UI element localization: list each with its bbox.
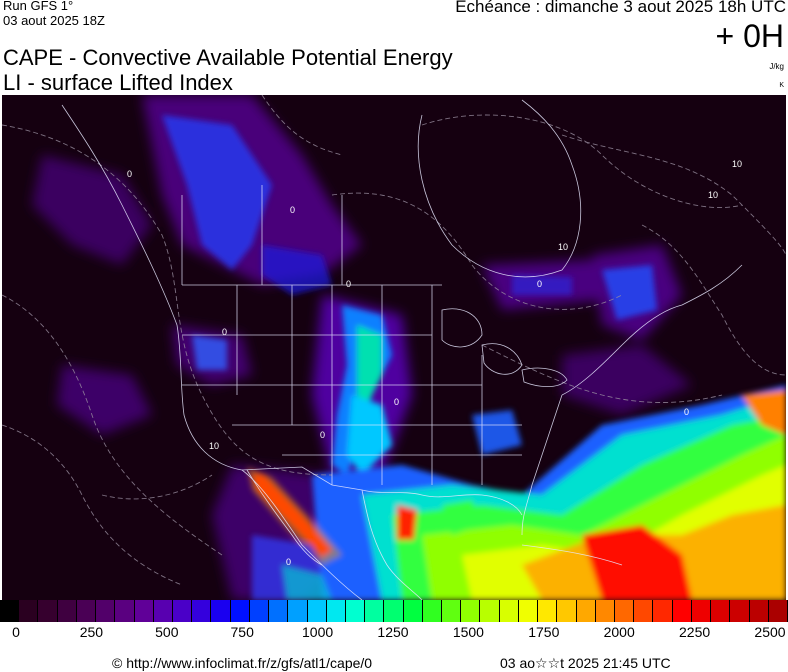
unit-li: K xyxy=(779,82,784,89)
color-scale-swatch xyxy=(577,600,596,622)
color-scale-tick-label: 500 xyxy=(155,624,178,640)
color-scale-tick-label: 250 xyxy=(80,624,103,640)
forecast-offset: + 0H xyxy=(716,18,784,55)
color-scale-bar xyxy=(0,600,788,622)
color-scale-swatch xyxy=(557,600,576,622)
color-scale-tick-label: 1250 xyxy=(377,624,408,640)
contour-label: 0 xyxy=(290,205,295,215)
color-scale-swatch xyxy=(269,600,288,622)
unit-cape: J/kg xyxy=(769,62,784,71)
color-scale-tick-label: 0 xyxy=(12,624,20,640)
contour-label: 10 xyxy=(209,441,219,451)
color-scale-swatch xyxy=(0,600,19,622)
color-scale-swatch xyxy=(615,600,634,622)
color-scale-swatch xyxy=(96,600,115,622)
color-scale-swatch xyxy=(404,600,423,622)
contour-label: 10 xyxy=(708,190,718,200)
color-scale-swatch xyxy=(461,600,480,622)
color-scale-swatch xyxy=(500,600,519,622)
generated-timestamp: 03 ao☆☆t 2025 21:45 UTC xyxy=(500,655,671,672)
color-scale-swatch xyxy=(211,600,230,622)
color-scale-swatch xyxy=(750,600,769,622)
contour-label: 0 xyxy=(537,279,542,289)
cape-field xyxy=(32,95,786,600)
map-title-cape: CAPE - Convective Available Potential En… xyxy=(3,45,453,71)
color-scale-swatch xyxy=(173,600,192,622)
contour-label: 0 xyxy=(286,557,291,567)
color-scale-swatch xyxy=(115,600,134,622)
color-scale-swatch xyxy=(634,600,653,622)
color-scale-swatch xyxy=(38,600,57,622)
color-scale-tick-label: 1750 xyxy=(528,624,559,640)
color-scale-swatch xyxy=(58,600,77,622)
contour-label: 0 xyxy=(127,169,132,179)
color-scale-tick-label: 2000 xyxy=(604,624,635,640)
forecast-valid-time: Echéance : dimanche 3 aout 2025 18h UTC xyxy=(455,0,786,17)
color-scale-swatch xyxy=(442,600,461,622)
color-scale-swatch xyxy=(192,600,211,622)
color-scale-swatch xyxy=(769,600,788,622)
color-scale-swatch xyxy=(346,600,365,622)
contour-label: 0 xyxy=(346,279,351,289)
cape-map: 0 0 0 0 0 0 0 0 0 10 10 10 10 xyxy=(2,95,786,600)
color-scale-swatch xyxy=(653,600,672,622)
color-scale-swatch xyxy=(692,600,711,622)
color-scale-swatch xyxy=(384,600,403,622)
run-date: 03 aout 2025 18Z xyxy=(3,13,105,28)
color-scale-swatch xyxy=(19,600,38,622)
color-scale-swatch xyxy=(288,600,307,622)
color-scale-tick-label: 2500 xyxy=(754,624,785,640)
map-title-li: LI - surface Lifted Index xyxy=(3,70,233,96)
color-scale-swatch xyxy=(308,600,327,622)
color-scale-swatch xyxy=(423,600,442,622)
color-scale-swatch xyxy=(231,600,250,622)
color-scale-tick-label: 2250 xyxy=(679,624,710,640)
contour-label: 0 xyxy=(320,430,325,440)
contour-label: 0 xyxy=(394,397,399,407)
color-scale-swatch xyxy=(250,600,269,622)
color-scale-swatch xyxy=(480,600,499,622)
contour-label: 0 xyxy=(684,407,689,417)
color-scale-swatch xyxy=(77,600,96,622)
source-url: © http://www.infoclimat.fr/z/gfs/atl1/ca… xyxy=(112,655,372,671)
color-scale-ticks: 0 250 500 750 1000 1250 1500 1750 2000 2250 2500 xyxy=(0,624,788,644)
color-scale-swatch xyxy=(730,600,749,622)
contour-label: 0 xyxy=(222,327,227,337)
color-scale-swatch xyxy=(135,600,154,622)
contour-label: 10 xyxy=(558,242,568,252)
color-scale-swatch xyxy=(711,600,730,622)
cape-map-graphic: 0 0 0 0 0 0 0 0 0 10 10 10 10 xyxy=(2,95,786,600)
color-scale-tick-label: 1000 xyxy=(302,624,333,640)
color-scale-swatch xyxy=(538,600,557,622)
color-scale-swatch xyxy=(519,600,538,622)
color-scale-swatch xyxy=(596,600,615,622)
contour-label: 10 xyxy=(732,159,742,169)
color-scale-swatch xyxy=(154,600,173,622)
run-label: Run GFS 1° xyxy=(3,0,73,13)
color-scale-tick-label: 750 xyxy=(231,624,254,640)
color-scale-swatch xyxy=(327,600,346,622)
color-scale-swatch xyxy=(673,600,692,622)
color-scale-swatch xyxy=(365,600,384,622)
color-scale-tick-label: 1500 xyxy=(453,624,484,640)
